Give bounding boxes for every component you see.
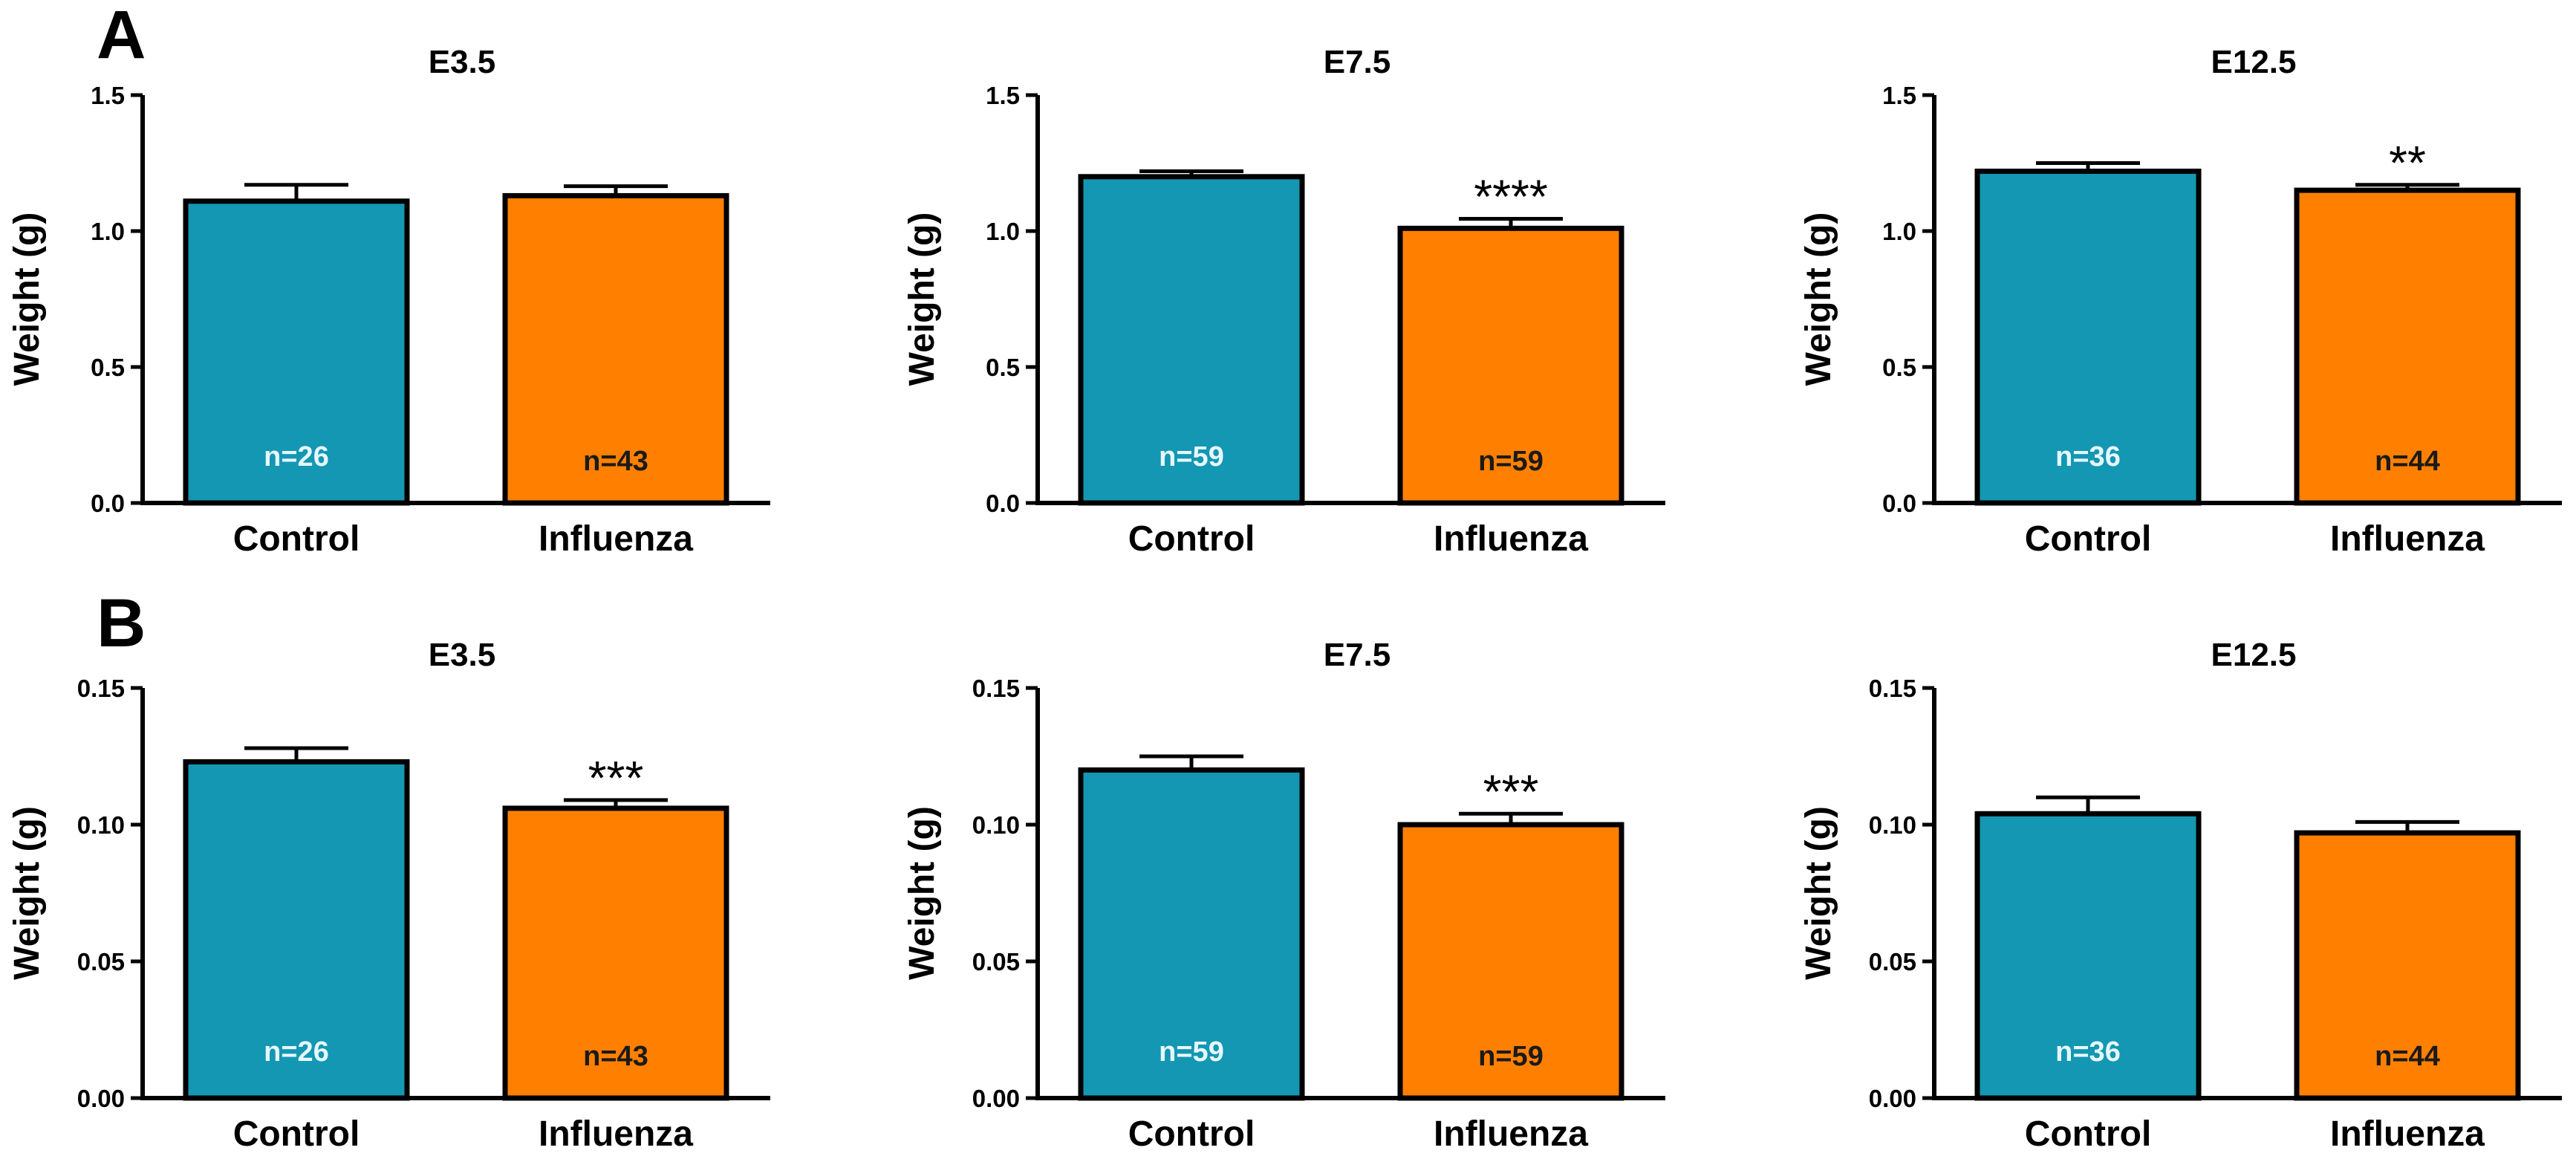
x-tick-label: Control — [233, 519, 360, 559]
x-tick-label: Influenza — [539, 519, 693, 559]
n-label: n=59 — [1478, 446, 1544, 477]
bar-influenza — [2294, 830, 2521, 1101]
y-tick-label: 0.00 — [972, 1085, 1020, 1112]
y-tick-label: 0.5 — [1882, 354, 1916, 381]
y-tick-label: 1.0 — [1882, 218, 1916, 245]
x-tick-label: Influenza — [2330, 1114, 2485, 1154]
n-label: n=43 — [583, 446, 648, 477]
y-axis-label: Weight (g) — [7, 212, 47, 386]
significance-marker: *** — [588, 751, 644, 805]
chart-a-e7-5: E7.5 Weight (g) 0.0 0.5 1.0 1.5 n=59 Control n=5… — [902, 44, 1665, 559]
chart-a-e12-5: E12.5 Weight (g) 0.0 0.5 1.0 1.5 n=36 Control n=… — [1799, 44, 2562, 559]
x-tick-label: Control — [1128, 1114, 1255, 1154]
chart-b-e3-5: E3.5 Weight (g) 0.00 0.05 0.10 0.15 n=26 Contro… — [7, 637, 770, 1154]
y-tick-label: 0.0 — [1882, 490, 1916, 517]
n-label: n=59 — [1478, 1041, 1544, 1072]
y-tick-label: 0.0 — [91, 490, 125, 517]
x-tick-label: Control — [2025, 519, 2152, 559]
x-tick-label: Influenza — [2330, 519, 2485, 559]
x-tick-label: Control — [233, 1114, 360, 1154]
y-tick-label: 0.0 — [986, 490, 1020, 517]
x-tick-label: Control — [1128, 519, 1255, 559]
chart-title: E12.5 — [2211, 44, 2297, 80]
n-label: n=59 — [1159, 441, 1224, 473]
y-tick-label: 0.00 — [1869, 1085, 1916, 1112]
chart-a-e3-5: E3.5 Weight (g) 0.0 0.5 1.0 1.5 n=26 Control n=4… — [7, 44, 770, 559]
n-label: n=26 — [264, 1036, 329, 1068]
y-tick-label: 1.0 — [91, 218, 125, 245]
n-label: n=36 — [2055, 1036, 2121, 1068]
n-label: n=36 — [2055, 441, 2121, 473]
chart-title: E7.5 — [1324, 44, 1391, 80]
chart-title: E7.5 — [1324, 637, 1391, 673]
y-axis-label: Weight (g) — [902, 212, 942, 386]
y-tick-label: 0.05 — [77, 948, 125, 975]
y-tick-label: 1.5 — [91, 82, 125, 109]
y-tick-label: 1.5 — [1882, 82, 1916, 109]
chart-title: E12.5 — [2211, 637, 2297, 673]
n-label: n=59 — [1159, 1036, 1224, 1068]
bar-influenza — [2294, 187, 2521, 506]
panel-letter-a: A — [97, 0, 146, 73]
n-label: n=43 — [583, 1041, 648, 1072]
chart-title: E3.5 — [429, 44, 496, 80]
bar-control — [1974, 168, 2202, 506]
y-axis-label: Weight (g) — [902, 806, 942, 980]
y-tick-label: 0.00 — [77, 1085, 125, 1112]
y-tick-label: 1.5 — [986, 82, 1020, 109]
bar-influenza — [1397, 225, 1624, 506]
significance-marker: ** — [2389, 136, 2426, 189]
n-label: n=44 — [2375, 1041, 2440, 1072]
y-tick-label: 0.05 — [972, 948, 1020, 975]
y-tick-label: 0.5 — [91, 354, 125, 381]
n-label: n=44 — [2375, 446, 2440, 477]
y-tick-label: 0.5 — [986, 354, 1020, 381]
y-tick-label: 0.15 — [1869, 675, 1916, 702]
y-axis-label: Weight (g) — [7, 806, 47, 980]
chart-title: E3.5 — [429, 637, 496, 673]
x-tick-label: Influenza — [1434, 1114, 1588, 1154]
bar-control — [1078, 767, 1305, 1101]
n-label: n=26 — [264, 441, 329, 473]
y-tick-label: 0.10 — [1869, 811, 1916, 839]
y-tick-label: 0.10 — [77, 811, 125, 839]
y-axis-label: Weight (g) — [1799, 806, 1838, 980]
y-tick-label: 0.05 — [1869, 948, 1916, 975]
y-tick-label: 0.10 — [972, 811, 1020, 839]
y-tick-label: 0.15 — [972, 675, 1020, 702]
x-tick-label: Influenza — [539, 1114, 693, 1154]
y-tick-label: 1.0 — [986, 218, 1020, 245]
x-tick-label: Control — [2025, 1114, 2152, 1154]
x-tick-label: Influenza — [1434, 519, 1588, 559]
y-tick-label: 0.15 — [77, 675, 125, 702]
chart-b-e7-5: E7.5 Weight (g) 0.00 0.05 0.10 0.15 n=59 Contro… — [902, 637, 1665, 1154]
bar-control — [1974, 811, 2202, 1101]
panel-letter-b: B — [97, 585, 146, 661]
significance-marker: **** — [1474, 170, 1548, 224]
bar-control — [183, 759, 410, 1101]
y-axis-label: Weight (g) — [1799, 212, 1838, 386]
significance-marker: *** — [1483, 764, 1539, 818]
chart-b-e12-5: E12.5 Weight (g) 0.00 0.05 0.10 0.15 n=36 Contr… — [1799, 637, 2562, 1154]
bar-influenza — [1397, 822, 1624, 1101]
